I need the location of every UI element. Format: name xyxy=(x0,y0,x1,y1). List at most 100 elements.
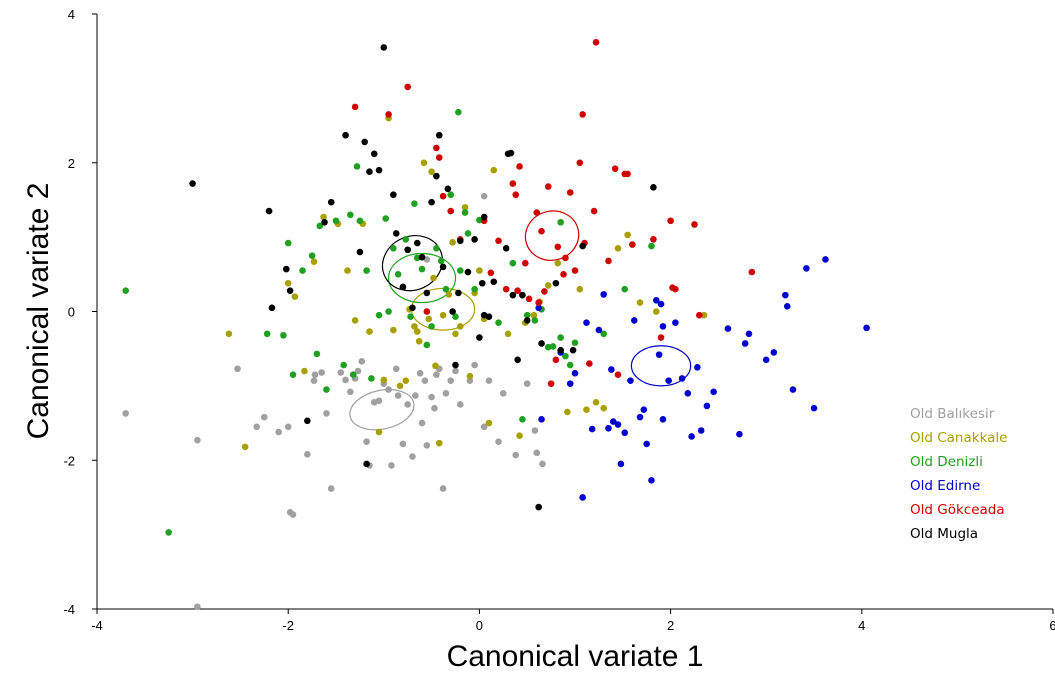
data-point xyxy=(516,432,523,440)
legend: Old Balıkesir Old Canakkale Old Denizli Old… xyxy=(910,406,1008,542)
data-point xyxy=(428,168,435,175)
data-point xyxy=(337,369,345,376)
data-point xyxy=(452,313,459,321)
data-point xyxy=(435,131,443,139)
data-point xyxy=(433,244,440,252)
data-point xyxy=(480,423,488,431)
data-point xyxy=(523,380,531,387)
data-point xyxy=(340,361,347,369)
data-point xyxy=(621,285,629,293)
data-point xyxy=(657,334,665,341)
data-point xyxy=(684,390,692,397)
data-point xyxy=(487,269,495,277)
data-point xyxy=(583,406,590,413)
data-point xyxy=(614,371,622,379)
data-point xyxy=(672,285,679,293)
data-point xyxy=(310,258,318,265)
data-point xyxy=(289,371,297,379)
data-point xyxy=(455,289,462,297)
data-point xyxy=(241,443,249,451)
data-point xyxy=(404,401,412,408)
data-point xyxy=(385,386,392,393)
data-point xyxy=(630,317,638,324)
data-point xyxy=(564,408,571,416)
data-point xyxy=(413,239,421,247)
data-point xyxy=(695,311,703,319)
data-point xyxy=(629,241,636,248)
legend-item: Old Mugla xyxy=(910,526,978,542)
data-point xyxy=(495,438,502,445)
data-point xyxy=(600,291,607,298)
data-point xyxy=(586,360,593,367)
data-point xyxy=(557,346,564,354)
data-point xyxy=(189,180,196,187)
data-point xyxy=(538,416,545,423)
data-point xyxy=(332,217,340,225)
data-point xyxy=(428,198,435,206)
data-point xyxy=(822,256,829,263)
x-tick-label: -4 xyxy=(91,618,103,633)
data-point xyxy=(745,330,753,338)
data-point xyxy=(366,328,373,335)
data-point xyxy=(531,427,539,434)
data-point xyxy=(380,376,388,384)
data-point xyxy=(423,308,431,315)
data-point xyxy=(439,192,447,200)
data-point xyxy=(480,192,488,200)
data-point xyxy=(461,209,469,216)
data-point xyxy=(588,425,596,433)
data-point xyxy=(452,361,459,369)
data-point xyxy=(557,218,564,226)
data-point xyxy=(525,295,533,303)
data-point xyxy=(609,418,617,425)
data-point xyxy=(447,191,455,199)
legend-item: Old Edirne xyxy=(910,478,980,494)
data-point xyxy=(502,244,510,252)
data-point xyxy=(655,351,663,358)
data-point xyxy=(624,231,631,239)
data-point xyxy=(541,288,548,295)
tick-labels: -4 -2 0 2 4 6 -4 -2 0 2 4 xyxy=(63,7,1055,633)
data-point xyxy=(402,236,410,243)
data-point xyxy=(399,283,407,291)
data-point xyxy=(456,267,464,274)
data-point xyxy=(533,209,541,216)
data-point xyxy=(464,268,472,276)
data-point xyxy=(512,451,520,459)
data-point xyxy=(547,380,555,387)
confidence-ellipse xyxy=(381,235,444,292)
y-tick-label: 4 xyxy=(68,7,75,22)
data-point xyxy=(425,315,433,323)
data-point xyxy=(413,328,421,335)
data-point xyxy=(538,340,545,347)
x-tick-label: -2 xyxy=(282,618,294,633)
data-point xyxy=(697,427,705,434)
data-point xyxy=(678,375,686,382)
data-point xyxy=(375,311,383,319)
data-point xyxy=(672,319,679,326)
data-point xyxy=(535,503,542,511)
data-point xyxy=(614,244,622,252)
data-points xyxy=(122,38,870,611)
data-point xyxy=(552,356,560,364)
data-point xyxy=(579,242,586,250)
data-point xyxy=(485,377,493,384)
data-point xyxy=(390,326,397,334)
data-point xyxy=(535,304,542,312)
data-point xyxy=(571,339,579,347)
data-point xyxy=(464,230,472,237)
data-point xyxy=(592,38,600,46)
x-tick-label: 6 xyxy=(1049,618,1055,633)
data-point xyxy=(265,207,273,215)
data-point xyxy=(783,302,791,310)
data-point xyxy=(516,163,523,170)
data-point xyxy=(327,198,335,206)
data-point xyxy=(394,271,402,278)
confidence-ellipse xyxy=(630,345,692,387)
data-point xyxy=(449,308,456,315)
data-point xyxy=(490,278,498,286)
data-point xyxy=(327,485,335,492)
data-point xyxy=(412,392,419,399)
data-point xyxy=(122,410,129,417)
data-point xyxy=(590,207,598,215)
